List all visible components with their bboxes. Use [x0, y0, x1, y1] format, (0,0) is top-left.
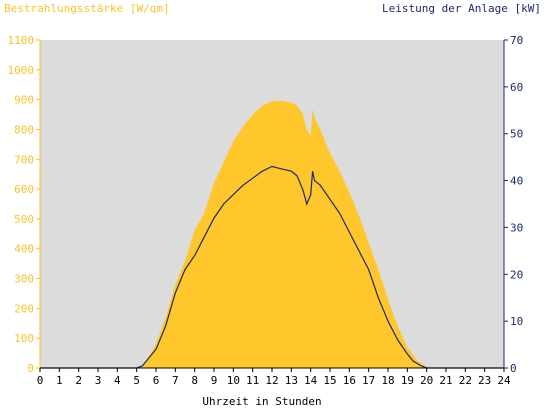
axes: [36, 39, 508, 372]
right-tick-label: 40: [510, 175, 523, 188]
x-tick-label: 4: [114, 374, 121, 387]
left-tick-label: 200: [14, 302, 34, 315]
x-tick-label: 3: [95, 374, 102, 387]
left-tick-label: 1000: [8, 64, 35, 77]
x-tick-label: 22: [459, 374, 472, 387]
right-tick-label: 60: [510, 81, 523, 94]
x-tick-label: 0: [37, 374, 44, 387]
x-tick-label: 9: [211, 374, 218, 387]
left-tick-label: 500: [14, 213, 34, 226]
power-line: [40, 165, 504, 369]
left-axis-title: Bestrahlungsstärke [W/qm]: [4, 2, 170, 15]
left-tick-label: 1100: [8, 34, 35, 47]
x-tick-label: 19: [401, 374, 414, 387]
right-tick-label: 70: [510, 34, 523, 47]
x-tick-label: 6: [153, 374, 160, 387]
right-tick-label: 10: [510, 315, 523, 328]
x-tick-label: 8: [191, 374, 198, 387]
x-tick-labels: 0 1 2 3 4 5 6 7 8 9 10 11 12 13 14 15 16 17 18 19 20 21 22 23 24: [37, 374, 511, 387]
left-tick-label: 100: [14, 332, 34, 345]
left-tick-label: 0: [27, 362, 34, 375]
x-tick-label: 7: [172, 374, 179, 387]
right-tick-label: 0: [510, 362, 517, 375]
x-tick-label: 20: [420, 374, 433, 387]
x-tick-label: 2: [75, 374, 82, 387]
x-tick-label: 18: [381, 374, 394, 387]
left-tick-label: 900: [14, 94, 34, 107]
x-tick-label: 16: [343, 374, 356, 387]
x-tick-label: 23: [478, 374, 491, 387]
x-tick-label: 1: [56, 374, 63, 387]
x-axis-title: Uhrzeit in Stunden: [202, 395, 321, 408]
irradiance-area: [40, 101, 504, 368]
x-tick-label: 5: [133, 374, 140, 387]
left-tick-label: 300: [14, 273, 34, 286]
x-tick-label: 11: [246, 374, 259, 387]
left-tick-label: 700: [14, 153, 34, 166]
x-tick-label: 13: [285, 374, 298, 387]
left-tick-label: 600: [14, 183, 34, 196]
right-tick-label: 50: [510, 128, 523, 141]
x-tick-label: 10: [227, 374, 240, 387]
left-tick-label: 400: [14, 243, 34, 256]
x-tick-label: 17: [362, 374, 375, 387]
right-tick-labels: 0 10 20 30 40 50 60 70: [510, 34, 523, 375]
x-tick-label: 14: [304, 374, 318, 387]
right-tick-label: 20: [510, 268, 523, 281]
x-tick-label: 15: [323, 374, 336, 387]
x-tick-label: 12: [265, 374, 278, 387]
irradiance-series: [40, 101, 504, 368]
x-tick-label: 24: [497, 374, 511, 387]
left-tick-labels: 0 100 200 300 400 500 600 700 800 900 1000 1100: [8, 34, 35, 375]
x-tick-label: 21: [439, 374, 452, 387]
right-axis-title: Leistung der Anlage [kW]: [382, 2, 541, 15]
right-tick-label: 30: [510, 221, 523, 234]
power-series: [40, 165, 504, 369]
left-tick-label: 800: [14, 123, 34, 136]
